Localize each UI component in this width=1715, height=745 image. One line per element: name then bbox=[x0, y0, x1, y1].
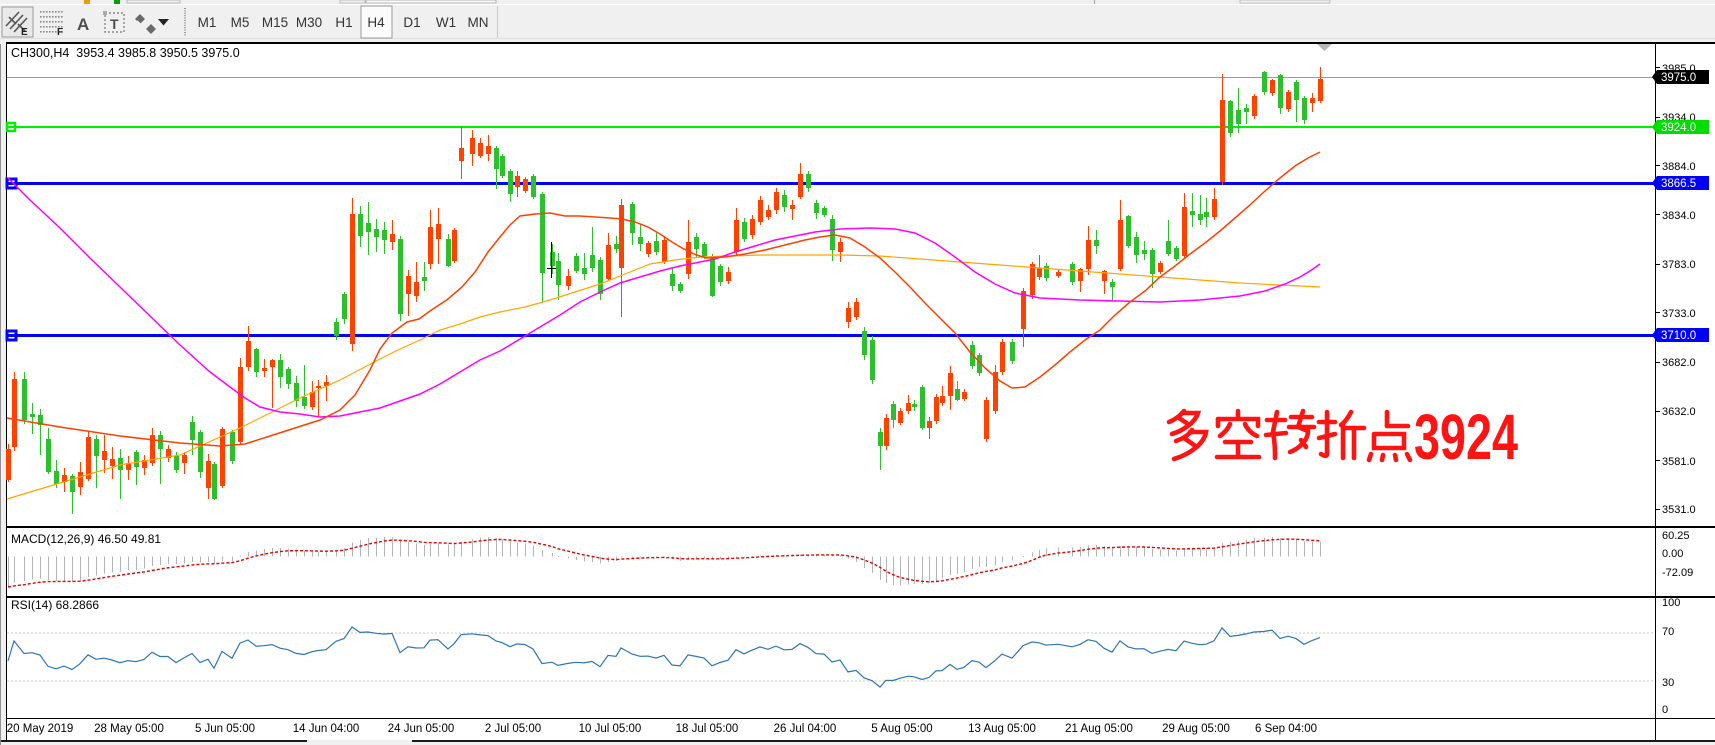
svg-text:3710.0: 3710.0 bbox=[1661, 330, 1696, 342]
svg-text:3866.5: 3866.5 bbox=[1661, 178, 1696, 190]
svg-text:3531.0: 3531.0 bbox=[1662, 504, 1696, 516]
svg-text:RSI(14) 68.2866: RSI(14) 68.2866 bbox=[11, 598, 99, 612]
svg-text:26 Jul 04:00: 26 Jul 04:00 bbox=[774, 723, 837, 735]
svg-text:70: 70 bbox=[1662, 626, 1674, 638]
svg-text:MN: MN bbox=[468, 15, 489, 30]
svg-text:100: 100 bbox=[1662, 597, 1680, 609]
svg-text:3884.0: 3884.0 bbox=[1662, 161, 1696, 173]
svg-text:2 Jul 05:00: 2 Jul 05:00 bbox=[485, 723, 541, 735]
svg-text:H4: H4 bbox=[367, 15, 385, 30]
svg-text:3783.0: 3783.0 bbox=[1662, 259, 1696, 271]
svg-text:29 Aug 05:00: 29 Aug 05:00 bbox=[1162, 723, 1230, 735]
svg-text:3682.0: 3682.0 bbox=[1662, 357, 1696, 369]
svg-text:5 Jun 05:00: 5 Jun 05:00 bbox=[195, 723, 255, 735]
svg-text:6 Sep 04:00: 6 Sep 04:00 bbox=[1255, 723, 1317, 735]
svg-text:3924: 3924 bbox=[1414, 401, 1518, 473]
svg-text:CH300,H4 3953.4 3985.8 3950.5: CH300,H4 3953.4 3985.8 3950.5 3975.0 bbox=[11, 46, 240, 60]
svg-text:M1: M1 bbox=[198, 15, 217, 30]
svg-text:18 Jul 05:00: 18 Jul 05:00 bbox=[676, 723, 739, 735]
svg-text:10 Jul 05:00: 10 Jul 05:00 bbox=[579, 723, 642, 735]
svg-text:3733.0: 3733.0 bbox=[1662, 308, 1696, 320]
svg-text:M5: M5 bbox=[231, 15, 250, 30]
svg-text:21 Aug 05:00: 21 Aug 05:00 bbox=[1065, 723, 1133, 735]
svg-text:-72.09: -72.09 bbox=[1662, 567, 1693, 579]
svg-text:F: F bbox=[57, 27, 63, 38]
svg-text:28 May 05:00: 28 May 05:00 bbox=[94, 723, 164, 735]
svg-text:24 Jun 05:00: 24 Jun 05:00 bbox=[388, 723, 455, 735]
svg-text:20 May 2019: 20 May 2019 bbox=[7, 723, 74, 735]
svg-text:W1: W1 bbox=[436, 15, 456, 30]
svg-text:E: E bbox=[21, 27, 28, 38]
svg-text:5 Aug 05:00: 5 Aug 05:00 bbox=[871, 723, 932, 735]
svg-text:3924.0: 3924.0 bbox=[1661, 122, 1696, 134]
svg-text:0: 0 bbox=[1662, 704, 1668, 716]
svg-text:A: A bbox=[77, 15, 89, 34]
svg-text:13 Aug 05:00: 13 Aug 05:00 bbox=[968, 723, 1036, 735]
svg-text:H1: H1 bbox=[335, 15, 352, 30]
svg-text:M30: M30 bbox=[296, 15, 322, 30]
svg-text:30: 30 bbox=[1662, 677, 1674, 689]
svg-text:3834.0: 3834.0 bbox=[1662, 210, 1696, 222]
svg-text:0.00: 0.00 bbox=[1662, 548, 1683, 560]
svg-text:MACD(12,26,9) 46.50 49.81: MACD(12,26,9) 46.50 49.81 bbox=[11, 532, 161, 546]
svg-text:60.25: 60.25 bbox=[1662, 530, 1690, 542]
svg-text:3975.0: 3975.0 bbox=[1661, 72, 1696, 84]
svg-text:D1: D1 bbox=[403, 15, 420, 30]
svg-text:14 Jun 04:00: 14 Jun 04:00 bbox=[293, 723, 360, 735]
svg-text:3581.0: 3581.0 bbox=[1662, 456, 1696, 468]
svg-text:T: T bbox=[110, 16, 119, 32]
svg-text:3632.0: 3632.0 bbox=[1662, 406, 1696, 418]
svg-text:M15: M15 bbox=[262, 15, 288, 30]
